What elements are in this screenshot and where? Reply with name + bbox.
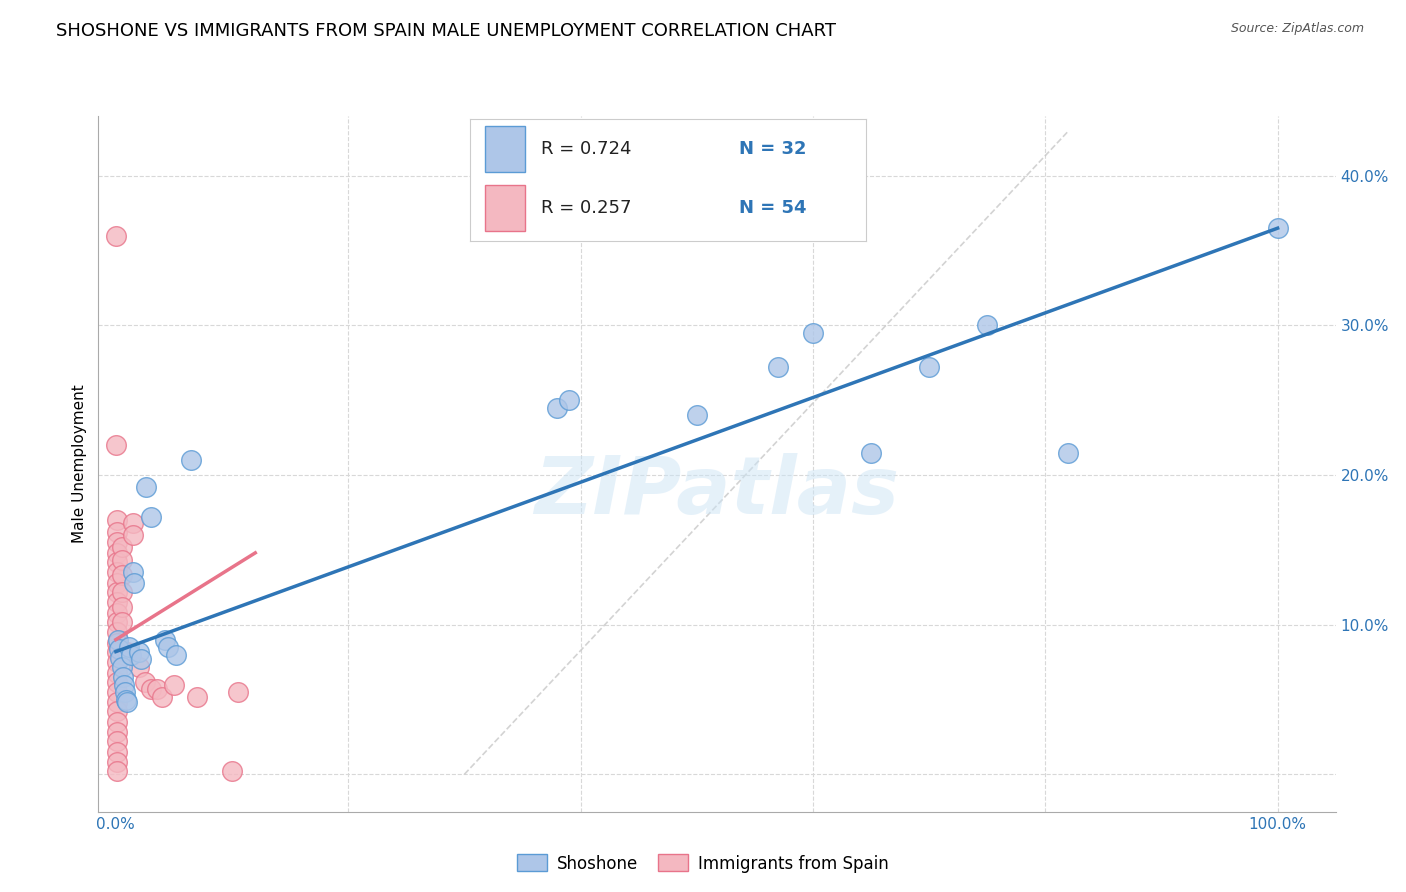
Point <box>111 599 134 614</box>
Point <box>128 645 150 659</box>
Point <box>139 681 162 696</box>
Point <box>163 677 186 691</box>
Point <box>801 326 824 340</box>
Point <box>117 645 139 659</box>
Point <box>117 640 139 654</box>
Point <box>105 606 128 620</box>
Point <box>105 535 128 549</box>
Text: Source: ZipAtlas.com: Source: ZipAtlas.com <box>1230 22 1364 36</box>
Point <box>105 674 128 689</box>
Point <box>105 665 128 680</box>
Point <box>108 641 131 656</box>
Point <box>117 696 139 710</box>
Point <box>122 528 145 542</box>
Point <box>104 228 127 243</box>
FancyBboxPatch shape <box>485 186 524 231</box>
Text: ZIPatlas: ZIPatlas <box>534 452 900 531</box>
Point <box>105 566 128 580</box>
Text: SHOSHONE VS IMMIGRANTS FROM SPAIN MALE UNEMPLOYMENT CORRELATION CHART: SHOSHONE VS IMMIGRANTS FROM SPAIN MALE U… <box>56 22 837 40</box>
Point <box>105 635 128 649</box>
Point <box>105 705 128 719</box>
Point <box>918 360 941 375</box>
Point <box>145 681 167 696</box>
Point <box>105 764 128 779</box>
Point <box>105 696 128 710</box>
Point <box>558 393 581 408</box>
Point <box>111 615 134 629</box>
Point <box>115 692 138 706</box>
Point <box>546 401 568 415</box>
Point <box>105 513 128 527</box>
Point <box>124 575 146 590</box>
Point <box>105 555 128 569</box>
Point <box>139 510 162 524</box>
Point <box>105 546 128 560</box>
Point <box>105 584 128 599</box>
Point <box>976 318 998 333</box>
Point <box>111 568 134 582</box>
Point <box>105 734 128 748</box>
Point <box>150 690 173 704</box>
Point <box>120 648 142 662</box>
Point <box>859 445 882 459</box>
Point <box>105 524 128 539</box>
Point <box>131 652 153 666</box>
Text: R = 0.257: R = 0.257 <box>541 199 631 218</box>
Point <box>105 645 128 659</box>
Point <box>134 674 156 689</box>
Point <box>105 756 128 770</box>
Point <box>686 408 709 422</box>
Point <box>1267 221 1289 235</box>
Point <box>226 685 249 699</box>
Y-axis label: Male Unemployment: Male Unemployment <box>72 384 87 543</box>
Point <box>105 714 128 729</box>
Point <box>105 595 128 609</box>
Point <box>111 659 134 673</box>
Point <box>112 677 135 691</box>
Point <box>157 640 180 654</box>
Point <box>111 670 134 684</box>
Point <box>111 540 134 554</box>
Point <box>180 453 202 467</box>
Point <box>111 553 134 567</box>
Text: R = 0.724: R = 0.724 <box>541 140 631 158</box>
Point <box>114 685 136 699</box>
Point <box>186 690 208 704</box>
Point <box>1057 445 1080 459</box>
Point <box>165 648 187 662</box>
Point <box>105 655 128 669</box>
Point <box>128 659 150 673</box>
Point <box>110 650 132 665</box>
Point <box>105 725 128 739</box>
Point <box>104 438 127 452</box>
Point <box>105 615 128 629</box>
Text: N = 32: N = 32 <box>738 140 806 158</box>
Point <box>766 360 789 375</box>
Point <box>153 632 176 647</box>
Point <box>105 625 128 640</box>
FancyBboxPatch shape <box>485 126 524 172</box>
Point <box>105 575 128 590</box>
Legend: Shoshone, Immigrants from Spain: Shoshone, Immigrants from Spain <box>510 847 896 880</box>
Point <box>105 745 128 759</box>
Point <box>122 566 145 580</box>
Point <box>122 516 145 530</box>
Text: N = 54: N = 54 <box>738 199 806 218</box>
Point <box>107 632 129 647</box>
Point <box>135 480 157 494</box>
Point <box>105 685 128 699</box>
Point <box>111 584 134 599</box>
Point <box>221 764 243 779</box>
